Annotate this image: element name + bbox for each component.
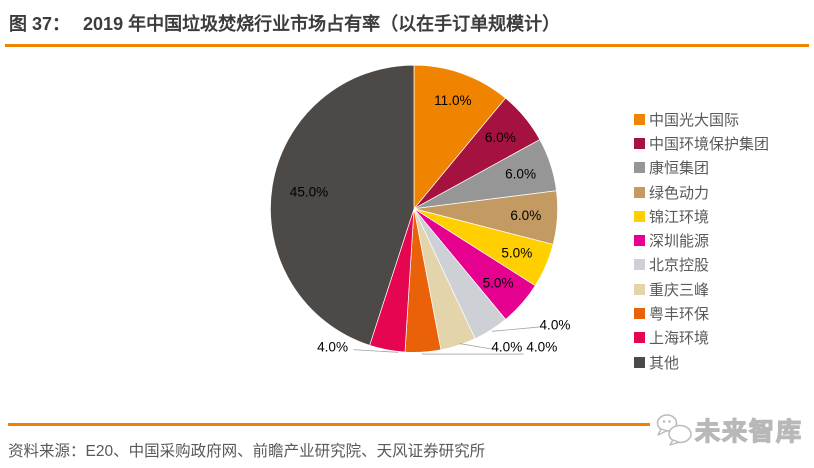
legend-label: 绿色动力 <box>649 184 710 202</box>
legend-swatch <box>634 356 645 368</box>
footer-divider-rule <box>8 423 806 426</box>
legend-item: 北京控股 <box>634 253 769 277</box>
label-leader-line <box>459 343 492 350</box>
pie-slice-label: 4.0% <box>491 340 522 355</box>
legend-swatch <box>634 332 645 344</box>
chat-bubbles-icon <box>656 414 692 446</box>
legend-label: 北京控股 <box>649 257 710 275</box>
legend-label: 中国光大国际 <box>649 111 740 129</box>
pie-slice <box>413 64 507 210</box>
page-title: 2019 年中国垃圾焚烧行业市场占有率（以在手订单规模计） <box>83 14 561 34</box>
pie-slice-label: 4.0% <box>540 318 571 333</box>
legend-item: 粤丰环保 <box>634 301 769 325</box>
label-leader-line <box>491 326 540 332</box>
source-note: 资料来源：E20、中国采购政府网、前瞻产业研究院、天风证券研究所 <box>8 443 486 460</box>
pie-slice-label: 6.0% <box>505 167 536 182</box>
legend-item: 深圳能源 <box>634 228 769 252</box>
legend-swatch <box>634 137 645 149</box>
legend-item: 康恒集团 <box>634 156 769 180</box>
pie-slice-label: 6.0% <box>510 208 541 223</box>
legend-label: 重庆三峰 <box>649 281 710 299</box>
legend-label: 深圳能源 <box>649 233 710 251</box>
pie-chart: 11.0% 6.0% 6.0% 6.0% 5.0% 5.0% 4.0% 4.0% 4.0% 4.0… <box>270 64 571 355</box>
pie-slice <box>270 64 415 346</box>
legend-label: 粤丰环保 <box>649 306 710 324</box>
legend-swatch <box>634 186 645 198</box>
pie-slice-label: 45.0% <box>290 185 328 200</box>
pie-slice-label: 5.0% <box>483 275 514 290</box>
brand-logo-text: 未来智库 <box>694 417 803 446</box>
legend-label: 锦江环境 <box>649 208 710 226</box>
legend-label: 上海环境 <box>649 330 710 348</box>
pie-slice-label: 11.0% <box>434 93 471 108</box>
legend-item: 中国光大国际 <box>634 107 769 131</box>
pie-slice-label: 6.0% <box>485 130 516 145</box>
legend-swatch <box>634 210 645 222</box>
legend-swatch <box>634 259 645 271</box>
pie-slice-label: 5.0% <box>501 246 532 261</box>
legend-swatch <box>634 308 645 320</box>
title-divider-rule <box>5 44 809 47</box>
legend-item: 中国环境保护集团 <box>634 131 769 155</box>
brand-logo: 未来智库 <box>649 412 806 448</box>
legend-item: 锦江环境 <box>634 204 769 228</box>
legend-item: 上海环境 <box>634 326 769 350</box>
legend-label: 康恒集团 <box>649 160 710 178</box>
legend-label: 其他 <box>649 354 680 372</box>
legend-item: 绿色动力 <box>634 180 769 204</box>
legend-swatch <box>634 162 645 174</box>
figure-number-label: 图 37： <box>9 14 71 34</box>
legend-item: 其他 <box>634 350 769 374</box>
pie-slice-label: 4.0% <box>317 340 348 355</box>
legend-label: 中国环境保护集团 <box>649 135 770 153</box>
legend-swatch <box>634 113 645 125</box>
label-leader-line <box>353 349 399 353</box>
legend-item: 重庆三峰 <box>634 277 769 301</box>
pie-slice-label: 4.0% <box>526 340 557 355</box>
chart-legend: 中国光大国际中国环境保护集团 康恒集团绿色动力锦江环境深圳能源北京控股重庆三峰粤丰… <box>634 107 769 374</box>
legend-swatch <box>634 283 645 295</box>
figure-title-row: 图 37： 2019 年中国垃圾焚烧行业市场占有率（以在手订单规模计） <box>9 10 560 36</box>
legend-swatch <box>634 235 645 247</box>
